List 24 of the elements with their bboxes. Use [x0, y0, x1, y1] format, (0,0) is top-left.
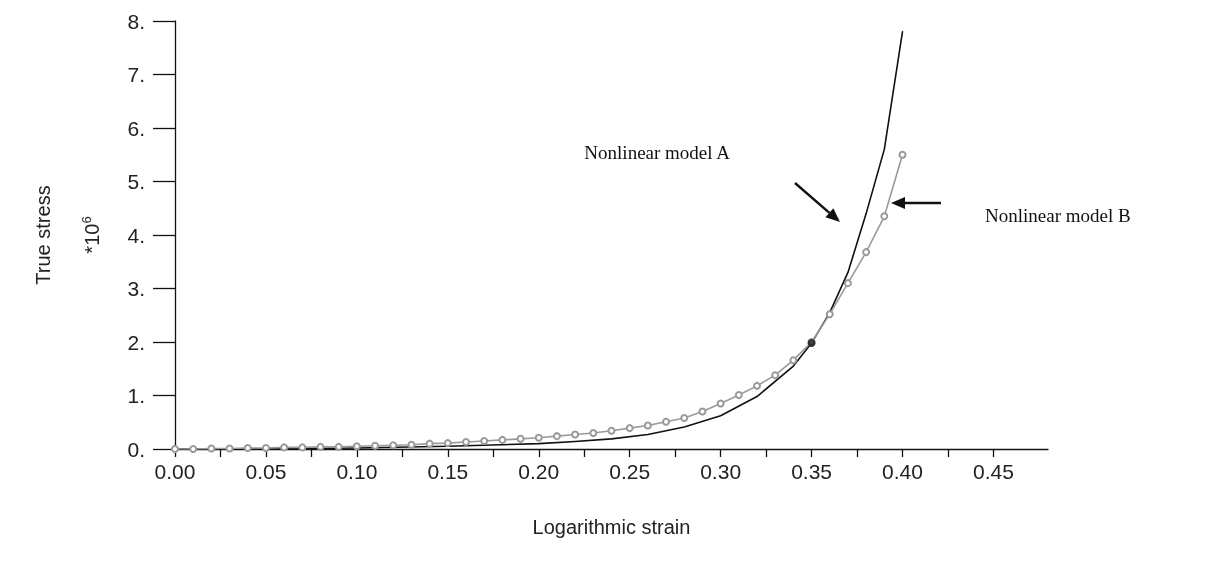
x-tick-label: 0.10: [336, 460, 378, 483]
annotation: Nonlinear model B: [985, 204, 1131, 226]
x-tick-label: 0.00: [154, 460, 196, 483]
x-tick-label: 0.05: [245, 460, 287, 483]
y-tick-label: 5.: [127, 170, 145, 193]
y-tick-label: 7.: [127, 63, 145, 86]
x-tick-label: 0.15: [427, 460, 469, 483]
x-tick-label: 0.35: [791, 460, 832, 483]
annotation: Nonlinear model A: [584, 141, 731, 163]
y-tick-label: 1.: [127, 384, 145, 407]
y-tick-label: 8.: [127, 9, 145, 33]
x-tick-label: 0.30: [700, 460, 742, 483]
x-tick-label: 0.40: [882, 460, 923, 483]
y-tick-label: 6.: [127, 116, 145, 140]
y-axis-title: True stress: [32, 185, 54, 285]
y-tick-label: 3.: [127, 277, 145, 300]
x-tick-label: 0.25: [609, 460, 651, 483]
x-tick-label: 0.45: [973, 460, 1014, 483]
text: *106: [78, 216, 103, 254]
y-tick-label: 0.: [127, 437, 145, 461]
y-tick-label: 2.: [127, 330, 145, 354]
x-tick-label: 0.20: [518, 460, 560, 483]
x-axis-title: Logarithmic strain: [532, 516, 691, 538]
y-tick-label: 4.: [127, 223, 145, 247]
